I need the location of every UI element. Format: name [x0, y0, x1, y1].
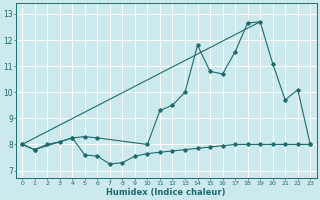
X-axis label: Humidex (Indice chaleur): Humidex (Indice chaleur) — [107, 188, 226, 197]
